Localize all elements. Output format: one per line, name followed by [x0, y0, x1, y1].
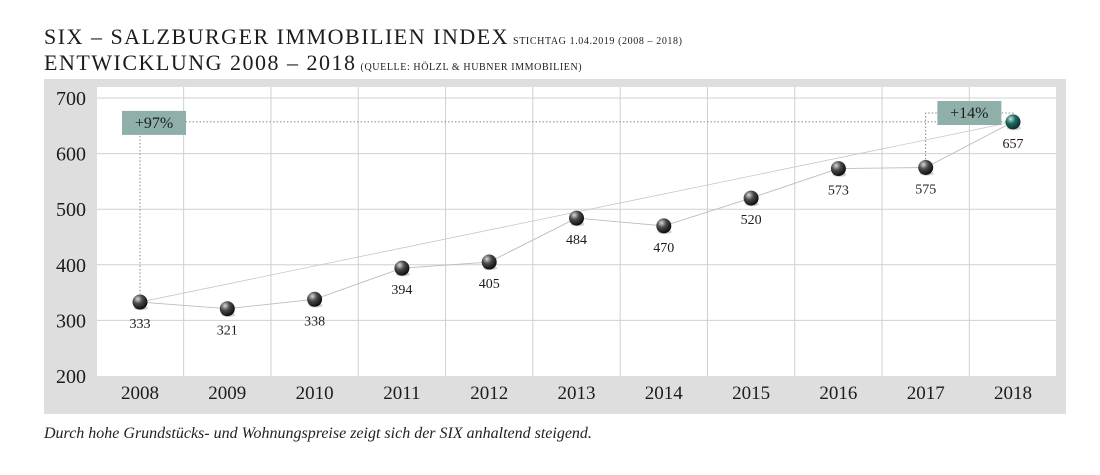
- chart-source-note: (QUELLE: HÖLZL & HUBNER IMMOBILIEN): [360, 62, 583, 73]
- y-tick-label: 700: [56, 88, 86, 110]
- data-point: [307, 291, 323, 307]
- data-point: [569, 210, 584, 226]
- x-tick-label: 2013: [558, 383, 596, 404]
- y-tick-label: 200: [56, 366, 86, 388]
- data-label: 484: [566, 233, 587, 248]
- chart-subtitle: ENTWICKLUNG 2008 – 2018 (QUELLE: HÖLZL & …: [44, 50, 583, 75]
- annotation-label: +14%: [950, 105, 988, 122]
- data-label: 338: [304, 314, 325, 329]
- data-label: 575: [915, 183, 936, 198]
- data-point: [394, 260, 410, 276]
- x-tick-label: 2014: [645, 383, 684, 404]
- y-tick-label: 500: [56, 199, 86, 221]
- chart-caption: Durch hohe Grundstücks- und Wohnungsprei…: [44, 425, 592, 442]
- x-tick-label: 2010: [296, 383, 334, 404]
- annotation-badge: [937, 101, 1002, 125]
- x-tick-label: 2018: [994, 383, 1032, 404]
- data-point: [743, 190, 759, 206]
- x-tick-label: 2017: [907, 383, 945, 404]
- y-tick-label: 300: [56, 310, 86, 332]
- data-label: 405: [479, 277, 500, 292]
- data-label: 394: [391, 283, 412, 298]
- data-label: 573: [828, 184, 849, 199]
- data-label: 657: [1003, 137, 1024, 152]
- data-label: 333: [130, 317, 151, 332]
- data-label: 470: [653, 241, 674, 256]
- chart-title: SIX – SALZBURGER IMMOBILIEN INDEX STICHTA…: [44, 24, 683, 49]
- chart-title-note: STICHTAG 1.04.2019 (2008 – 2018): [513, 36, 683, 47]
- x-tick-label: 2015: [732, 383, 770, 404]
- plot-area: [97, 87, 1056, 376]
- x-tick-label: 2012: [470, 383, 508, 404]
- data-point: [132, 294, 148, 310]
- y-tick-label: 400: [56, 255, 86, 277]
- annotation-badge: [122, 110, 186, 135]
- annotation-label: +97%: [135, 115, 173, 132]
- data-point-highlight: [1005, 114, 1021, 130]
- y-tick-label: 600: [56, 144, 86, 166]
- data-point: [656, 218, 672, 234]
- data-label: 321: [217, 324, 238, 339]
- x-tick-label: 2016: [819, 383, 857, 404]
- x-tick-label: 2011: [383, 383, 420, 404]
- x-tick-label: 2009: [208, 383, 246, 404]
- data-point: [918, 160, 934, 175]
- data-point: [219, 301, 235, 317]
- data-label: 520: [741, 213, 762, 228]
- annotation-bracket: [925, 112, 1014, 160]
- x-tick-label: 2008: [121, 383, 159, 404]
- data-point: [830, 161, 846, 177]
- data-point: [481, 254, 497, 270]
